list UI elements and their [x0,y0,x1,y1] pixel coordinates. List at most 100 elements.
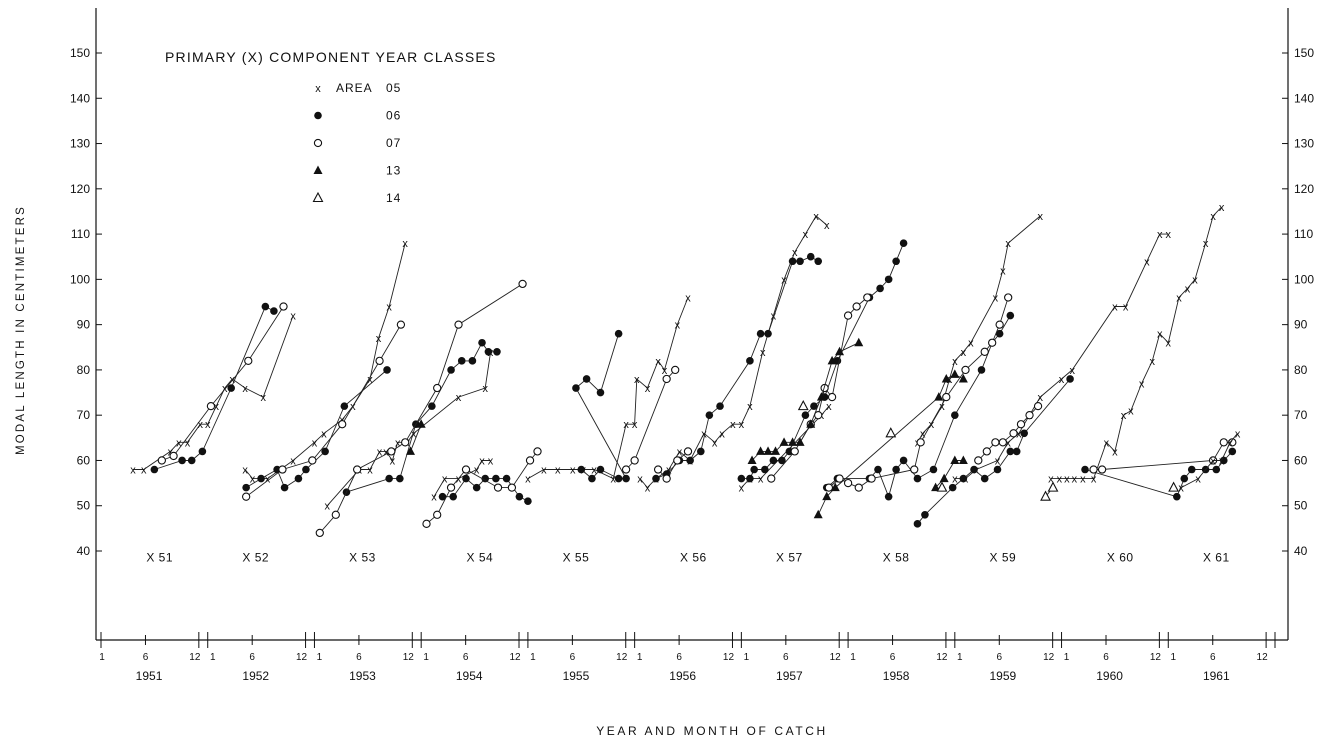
marker-filled-circle [261,302,270,311]
marker-filled-circle [478,338,486,347]
marker-open-circle [157,456,166,465]
marker-x: x [952,356,958,368]
y-tick-label-right: 130 [1294,137,1314,151]
series-line [527,297,689,480]
marker-open-circle [206,401,216,411]
marker-x: x [130,465,136,477]
marker-open-circle [916,438,925,447]
y-tick-label-right: 150 [1294,46,1314,60]
marker-filled-circle [884,492,893,501]
marker-open-triangle [312,191,324,203]
marker-filled-circle [892,465,900,474]
x-month-label: 1 [1170,652,1176,663]
marker-filled-triangle [958,455,968,464]
marker-filled-circle [814,257,823,266]
x-month-label: 1 [210,652,216,663]
marker-open-circle [241,492,251,501]
marker-x: x [474,465,480,477]
marker-x: x [479,455,485,467]
marker-filled-circle [502,474,511,483]
series-line [133,315,294,470]
x-month-label: 6 [890,652,896,663]
marker-x: x [456,392,462,404]
marker-x: x [488,455,494,467]
marker-x: x [1195,474,1201,486]
marker-filled-triangle [822,491,832,501]
marker-filled-circle [524,497,532,506]
y-tick-label-right: 70 [1294,408,1308,422]
marker-filled-circle [515,492,524,501]
marker-x: x [1037,392,1043,404]
x-year-label: 1958 [883,669,910,683]
y-tick-label-right: 50 [1294,499,1308,513]
x-month-label: 6 [1210,652,1216,663]
marker-filled-triangle [771,446,781,455]
marker-x: x [1166,338,1172,350]
marker-x: x [701,428,707,440]
marker-filled-circle [1212,465,1221,474]
cohort-label: X 55 [563,550,590,564]
x-year-label: 1960 [1096,669,1123,683]
marker-x: x [1059,374,1065,386]
marker-x: x [377,446,383,458]
legend-entry: 14 [312,191,400,205]
marker-open-circle [662,374,671,384]
marker-x: x [1150,356,1156,368]
series-line [410,424,422,452]
marker-filled-circle [1012,447,1021,456]
marker-filled-circle [340,402,349,410]
series-area-14 [936,481,948,492]
y-tick-label-left: 120 [70,182,90,196]
marker-open-circle [995,320,1004,329]
marker-filled-circle [622,474,630,483]
marker-x: x [826,401,832,413]
marker-x: x [1128,406,1134,418]
marker-filled-circle [1020,429,1028,438]
marker-filled-circle [449,492,458,501]
x-month-label: 1 [530,652,536,663]
series-line [426,451,538,525]
marker-open-circle [835,474,844,483]
marker-filled-circle [959,474,968,483]
series-line [741,242,905,480]
marker-open-circle [331,510,340,519]
marker-open-circle [820,383,829,393]
marker-open-circle [827,392,837,402]
marker-open-circle [980,347,989,356]
series-line [625,369,676,470]
marker-filled-triangle [950,455,960,464]
x-month-label: 6 [1103,652,1109,663]
marker-filled-circle [977,366,986,374]
marker-open-circle [375,356,384,366]
marker-x: x [623,419,629,431]
cohort-label: X 59 [990,550,1017,564]
marker-x: x [824,220,830,232]
marker-filled-circle [913,474,922,483]
marker-x: x [758,474,764,486]
marker-filled-circle [1006,311,1015,320]
marker-filled-circle [596,388,605,397]
marker-x: x [1072,474,1078,486]
marker-x: x [242,465,248,477]
marker-filled-circle [314,111,322,120]
x-month-label: 6 [783,652,789,663]
x-month-label: 12 [296,652,308,663]
y-tick-label-left: 150 [70,46,90,60]
x-month-label: 6 [997,652,1003,663]
marker-open-circle [1219,438,1228,447]
marker-open-triangle [1168,481,1180,492]
marker-filled-triangle [416,419,426,428]
marker-filled-circle [806,252,815,261]
marker-x: x [929,419,935,431]
marker-x: x [214,401,220,413]
marker-x: x [813,211,819,223]
marker-x: x [321,428,327,440]
legend-entry-label: 06 [386,109,401,123]
marker-x: x [141,465,147,477]
marker-open-circle [1033,401,1043,411]
marker-filled-circle [778,456,786,465]
series-area-06 [438,474,532,506]
marker-open-triangle [885,427,897,438]
marker-x: x [760,347,766,359]
